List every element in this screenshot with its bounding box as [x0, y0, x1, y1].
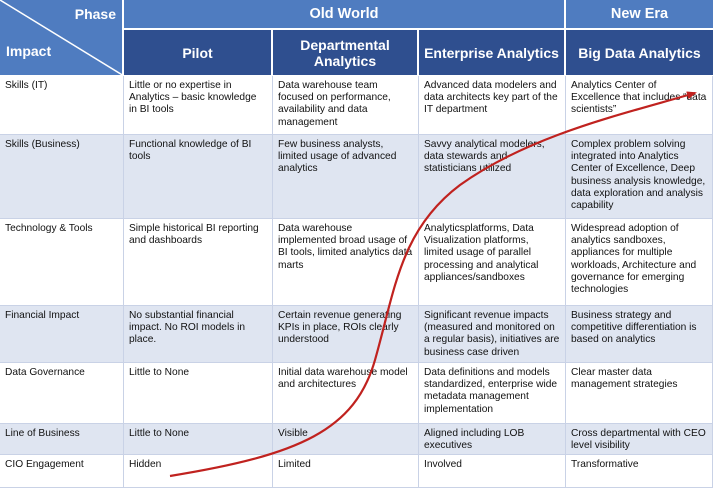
cell-skills-business-big-data: Complex problem solving integrated into …: [566, 135, 713, 219]
impact-label: Impact: [6, 43, 52, 59]
old-world-header: Old World: [124, 0, 566, 30]
cell-technology-big-data: Widespread adoption of analytics sandbox…: [566, 219, 713, 306]
cell-skills-business-pilot: Functional knowledge of BI tools: [124, 135, 273, 219]
cell-lob-big-data: Cross departmental with CEO level visibi…: [566, 424, 713, 455]
cell-financial-enterprise: Significant revenue impacts (measured an…: [419, 306, 566, 363]
cell-skills-it-departmental: Data warehouse team focused on performan…: [273, 76, 419, 135]
cell-cio-big-data: Transformative: [566, 455, 713, 488]
cell-lob-departmental: Visible: [273, 424, 419, 455]
cell-financial-big-data: Business strategy and competitive differ…: [566, 306, 713, 363]
corner-diagonal: [0, 0, 122, 75]
col-header-big-data: Big Data Analytics: [566, 30, 713, 76]
cell-cio-departmental: Limited: [273, 455, 419, 488]
cell-skills-it-pilot: Little or no expertise in Analytics – ba…: [124, 76, 273, 135]
cell-cio-pilot: Hidden: [124, 455, 273, 488]
cell-technology-departmental: Data warehouse implemented broad usage o…: [273, 219, 419, 306]
row-label-financial-impact: Financial Impact: [0, 306, 124, 363]
cell-financial-departmental: Certain revenue generating KPIs in place…: [273, 306, 419, 363]
cell-technology-enterprise: Analyticsplatforms, Data Visualization p…: [419, 219, 566, 306]
cell-lob-pilot: Little to None: [124, 424, 273, 455]
cell-skills-business-enterprise: Savvy analytical modelers, data stewards…: [419, 135, 566, 219]
col-header-pilot: Pilot: [124, 30, 273, 76]
cell-lob-enterprise: Aligned including LOB executives: [419, 424, 566, 455]
cell-governance-pilot: Little to None: [124, 363, 273, 424]
corner-header: Phase Impact: [0, 0, 124, 76]
cell-governance-big-data: Clear master data management strategies: [566, 363, 713, 424]
col-header-departmental: Departmental Analytics: [273, 30, 419, 76]
row-label-line-of-business: Line of Business: [0, 424, 124, 455]
phase-label: Phase: [74, 6, 116, 22]
cell-financial-pilot: No substantial financial impact. No ROI …: [124, 306, 273, 363]
cell-cio-enterprise: Involved: [419, 455, 566, 488]
row-label-technology-tools: Technology & Tools: [0, 219, 124, 306]
cell-governance-departmental: Initial data warehouse model and archite…: [273, 363, 419, 424]
new-era-header: New Era: [566, 0, 713, 30]
row-label-skills-business: Skills (Business): [0, 135, 124, 219]
cell-skills-it-big-data: Analytics Center of Excellence that incl…: [566, 76, 713, 135]
cell-skills-business-departmental: Few business analysts, limited usage of …: [273, 135, 419, 219]
col-header-enterprise: Enterprise Analytics: [419, 30, 566, 76]
row-label-cio-engagement: CIO Engagement: [0, 455, 124, 488]
row-label-skills-it: Skills (IT): [0, 76, 124, 135]
row-label-data-governance: Data Governance: [0, 363, 124, 424]
cell-technology-pilot: Simple historical BI reporting and dashb…: [124, 219, 273, 306]
cell-governance-enterprise: Data definitions and models standardized…: [419, 363, 566, 424]
cell-skills-it-enterprise: Advanced data modelers and data architec…: [419, 76, 566, 135]
